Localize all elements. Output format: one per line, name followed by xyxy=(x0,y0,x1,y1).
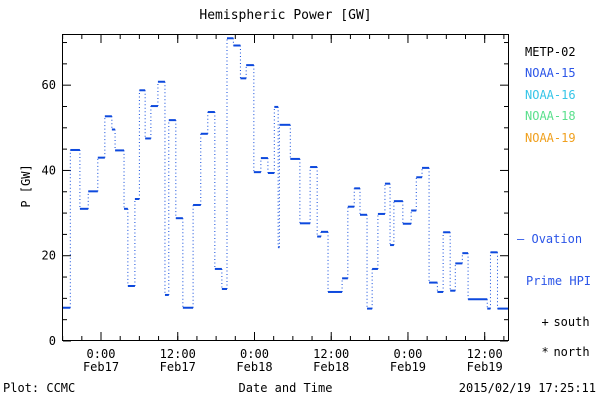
legend-item-noaa16: NOAA-16 xyxy=(525,88,576,102)
plot-timestamp: 2015/02/19 17:25:11 xyxy=(458,381,596,395)
legend-item-metp02: METP-02 xyxy=(525,45,576,59)
tick-label: 0:00 xyxy=(240,347,269,361)
tick-label: 60 xyxy=(42,78,56,92)
tick-label: 12:00 xyxy=(313,347,349,361)
tick-label: 0:00 xyxy=(87,347,116,361)
tick-label: Feb17 xyxy=(160,360,196,374)
tick-label: Feb18 xyxy=(313,360,349,374)
tick-label: Feb18 xyxy=(236,360,272,374)
plot-credit: Plot: CCMC xyxy=(3,381,76,395)
plot-frame xyxy=(62,34,509,341)
tick-label: 40 xyxy=(42,163,56,177)
tick-label: 20 xyxy=(42,249,56,263)
tick-label: Feb19 xyxy=(390,360,426,374)
x-axis-label: Date and Time xyxy=(238,381,333,395)
legend-item-ovation-prime-hpi: — Ovation Prime HPI xyxy=(517,204,591,302)
tick-label: 0 xyxy=(49,334,56,348)
legend-item-noaa15: NOAA-15 xyxy=(525,66,576,80)
tick-label: 0:00 xyxy=(394,347,423,361)
plus-marker-icon: + xyxy=(541,315,549,329)
legend-marker-north: * north xyxy=(541,345,590,359)
ovation-line1: — Ovation xyxy=(517,232,583,246)
asterisk-marker-icon: * xyxy=(541,345,549,359)
tick-label: Feb17 xyxy=(83,360,119,374)
tick-label: 12:00 xyxy=(467,347,503,361)
tick-label: Feb19 xyxy=(467,360,503,374)
legend-item-noaa19: NOAA-19 xyxy=(525,131,576,145)
page-title: Hemispheric Power [GW] xyxy=(199,8,372,23)
ovation-line2: Prime HPI xyxy=(526,274,592,288)
legend-item-noaa18: NOAA-18 xyxy=(525,109,576,123)
line-sample-dash: — xyxy=(517,232,525,246)
tick-label: 12:00 xyxy=(160,347,196,361)
legend-marker-south: + south xyxy=(541,315,590,329)
